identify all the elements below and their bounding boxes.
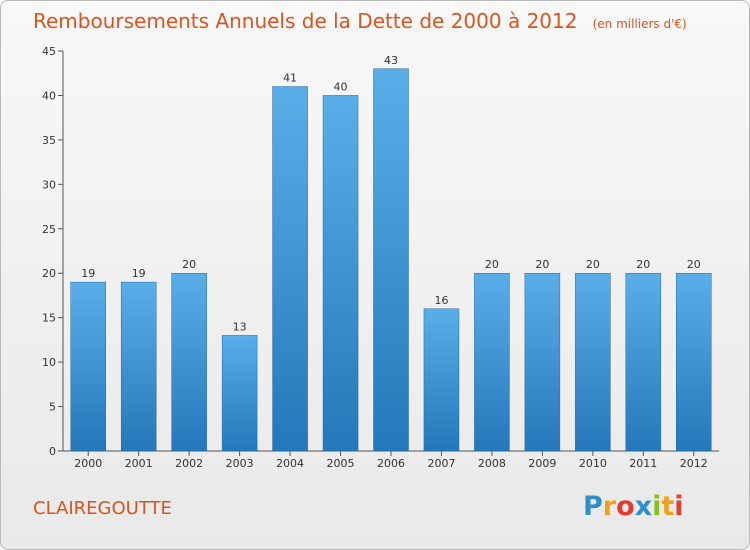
proxiti-logo: Proxiti	[583, 491, 684, 522]
x-tick-label: 2000	[74, 457, 102, 470]
x-tick-label: 2007	[427, 457, 455, 470]
x-tick-label: 2006	[377, 457, 405, 470]
bar	[322, 95, 359, 452]
bar	[575, 272, 611, 452]
x-tick-label: 2004	[276, 457, 304, 470]
bar	[272, 86, 308, 452]
bar	[625, 272, 662, 452]
chart-subtitle: (en milliers d'€)	[592, 17, 687, 31]
bar-value-label: 20	[586, 258, 600, 271]
x-tick-label: 2010	[579, 457, 607, 470]
chart-header: Remboursements Annuels de la Dette de 20…	[33, 9, 687, 33]
logo-letter: P	[583, 491, 603, 522]
bar	[474, 272, 510, 452]
x-tick-label: 2009	[528, 457, 556, 470]
bar	[120, 281, 157, 452]
y-tick-label: 0	[49, 445, 56, 458]
commune-name: CLAIREGOUTTE	[33, 498, 172, 519]
logo-letter: t	[661, 491, 675, 522]
bar-value-label: 40	[334, 80, 348, 93]
bar-value-label: 20	[182, 258, 196, 271]
bar	[524, 272, 561, 452]
bar	[676, 272, 712, 452]
bar-value-label: 16	[434, 294, 448, 307]
bar-value-label: 20	[485, 258, 499, 271]
y-tick-label: 10	[42, 356, 56, 369]
y-tick-label: 15	[42, 312, 56, 325]
y-tick-label: 20	[42, 267, 56, 280]
logo-letter: r	[602, 491, 617, 522]
y-tick-label: 35	[42, 134, 56, 147]
bar-value-label: 43	[384, 54, 398, 67]
y-tick-label: 30	[42, 178, 56, 191]
y-tick-label: 45	[42, 45, 56, 58]
bar-value-label: 20	[535, 258, 549, 271]
y-tick-label: 40	[42, 89, 56, 102]
logo-letter: i	[652, 491, 662, 522]
bar-value-label: 20	[687, 258, 701, 271]
logo-letter: x	[634, 491, 653, 522]
x-tick-label: 2002	[175, 457, 203, 470]
y-tick-label: 5	[49, 401, 56, 414]
y-tick-label: 25	[42, 223, 56, 236]
x-tick-label: 2011	[629, 457, 657, 470]
bar-value-label: 19	[132, 267, 146, 280]
x-tick-label: 2012	[680, 457, 708, 470]
bar	[221, 335, 258, 452]
bar-value-label: 41	[283, 72, 297, 85]
x-tick-label: 2008	[478, 457, 506, 470]
logo-letter: i	[674, 491, 684, 522]
logo-letter: o	[616, 491, 635, 522]
x-tick-label: 2005	[327, 457, 355, 470]
chart-title: Remboursements Annuels de la Dette de 20…	[33, 9, 578, 33]
bar	[70, 281, 106, 452]
bar-value-label: 13	[233, 320, 247, 333]
bar-value-label: 19	[81, 267, 95, 280]
x-tick-label: 2003	[226, 457, 254, 470]
bar	[373, 68, 409, 452]
bar	[171, 272, 207, 452]
bar-value-label: 20	[636, 258, 650, 271]
bar	[423, 308, 460, 452]
x-tick-label: 2001	[125, 457, 153, 470]
